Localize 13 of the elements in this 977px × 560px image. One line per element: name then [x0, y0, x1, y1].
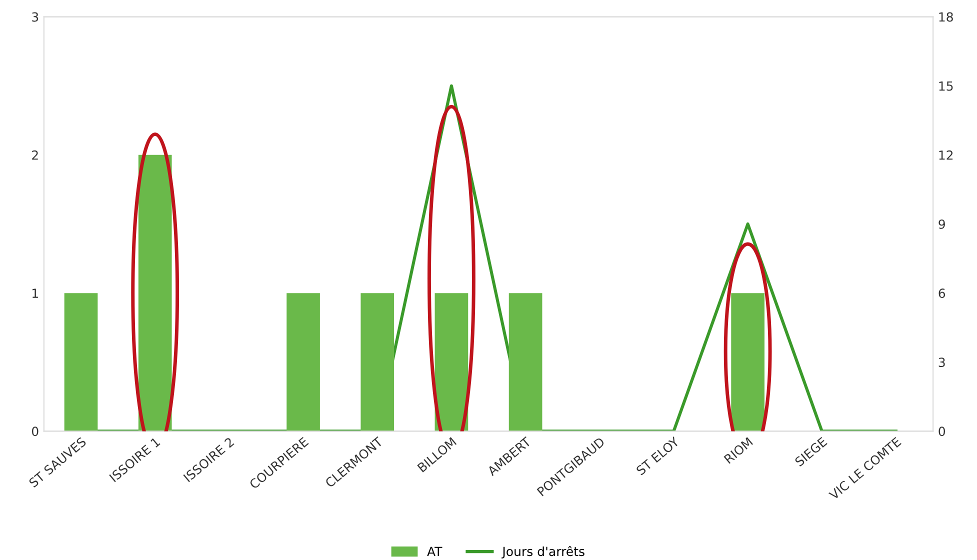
- y-tick-label: 1: [32, 288, 38, 298]
- legend-label: Jours d'arrêts: [502, 546, 584, 558]
- y2-tick-label: 12: [939, 150, 953, 160]
- y2-tick-label: 0: [938, 426, 946, 436]
- legend-label: AT: [427, 546, 442, 556]
- y2-tick-label: 15: [939, 82, 953, 91]
- y-tick-label: 0: [32, 426, 38, 436]
- y2-tick-label: 18: [939, 12, 953, 22]
- y2-tick-label: 3: [938, 358, 945, 368]
- y-tick-label: 2: [32, 150, 38, 160]
- y2-tick-label: 9: [938, 219, 945, 229]
- y-tick-label: 3: [32, 12, 38, 22]
- y2-tick-label: 6: [938, 288, 946, 298]
